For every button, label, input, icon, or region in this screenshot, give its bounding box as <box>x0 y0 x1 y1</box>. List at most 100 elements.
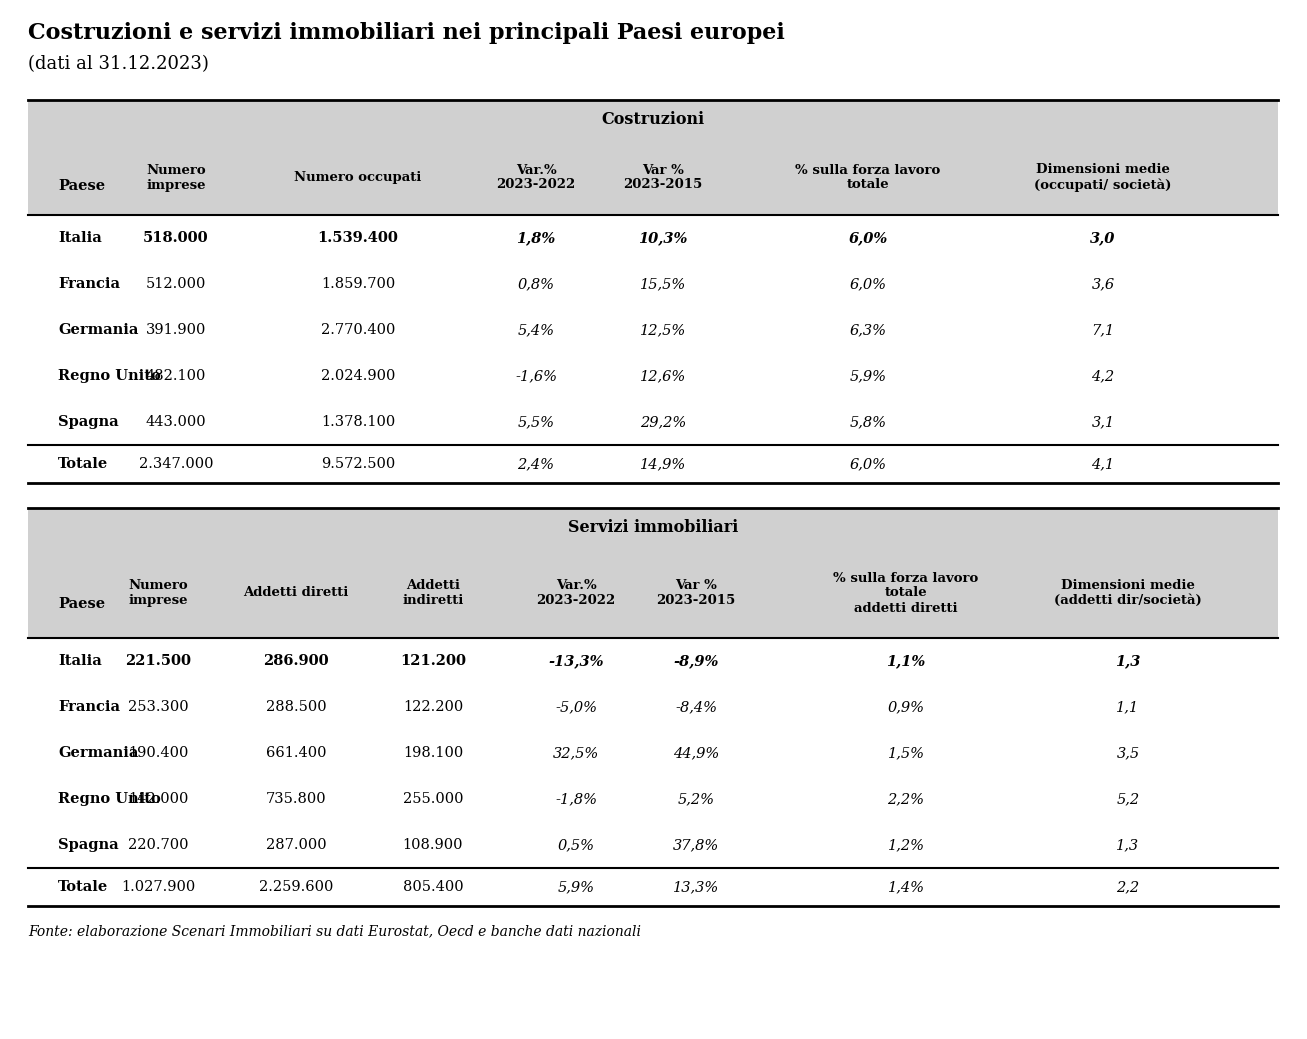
Bar <box>27 100 1278 215</box>
Text: 805.400: 805.400 <box>403 880 463 894</box>
Text: 443.000: 443.000 <box>145 415 207 429</box>
Text: 221.500: 221.500 <box>125 654 191 668</box>
Text: 44,9%: 44,9% <box>673 746 719 760</box>
Text: 2.024.900: 2.024.900 <box>320 369 395 383</box>
Text: 3,5: 3,5 <box>1116 746 1140 760</box>
Text: -1,8%: -1,8% <box>555 792 597 806</box>
Text: Regno Unito: Regno Unito <box>58 792 161 806</box>
Bar <box>27 399 1278 445</box>
Text: Costruzioni: Costruzioni <box>601 111 704 129</box>
Bar <box>27 776 1278 822</box>
Text: 5,9%: 5,9% <box>558 880 595 894</box>
Text: % sulla forza lavoro
totale: % sulla forza lavoro totale <box>796 163 941 191</box>
Text: Numero
imprese: Numero imprese <box>128 579 188 607</box>
Bar <box>27 684 1278 730</box>
Text: 220.700: 220.700 <box>128 838 188 852</box>
Text: Francia: Francia <box>58 277 120 291</box>
Text: 13,3%: 13,3% <box>673 880 719 894</box>
Text: 6,0%: 6,0% <box>848 231 887 245</box>
Text: 12,5%: 12,5% <box>640 323 686 337</box>
Bar <box>27 307 1278 353</box>
Text: Italia: Italia <box>58 231 102 245</box>
Text: 391.900: 391.900 <box>146 323 207 337</box>
Text: 7,1: 7,1 <box>1091 323 1115 337</box>
Text: Germania: Germania <box>58 323 139 337</box>
Text: Paese: Paese <box>58 180 105 193</box>
Text: Var %
2023-2015: Var % 2023-2015 <box>656 579 736 607</box>
Text: 4,2: 4,2 <box>1091 369 1115 383</box>
Text: 5,8%: 5,8% <box>850 415 886 429</box>
Text: 5,4%: 5,4% <box>518 323 554 337</box>
Text: (dati al 31.12.2023): (dati al 31.12.2023) <box>27 55 209 73</box>
Text: Spagna: Spagna <box>58 838 119 852</box>
Text: 2.347.000: 2.347.000 <box>139 457 213 471</box>
Text: 9.572.500: 9.572.500 <box>322 457 395 471</box>
Text: Numero
imprese: Numero imprese <box>146 163 205 191</box>
Text: 255.000: 255.000 <box>403 792 463 806</box>
Text: 1,2%: 1,2% <box>887 838 924 852</box>
Text: 142.000: 142.000 <box>128 792 188 806</box>
Text: Fonte: elaborazione Scenari Immobiliari su dati Eurostat, Oecd e banche dati naz: Fonte: elaborazione Scenari Immobiliari … <box>27 924 640 938</box>
Text: 2.259.600: 2.259.600 <box>259 880 333 894</box>
Text: 735.800: 735.800 <box>265 792 327 806</box>
Text: Totale: Totale <box>58 457 108 471</box>
Text: Numero occupati: Numero occupati <box>294 171 422 184</box>
Bar <box>27 508 1278 638</box>
Text: 5,9%: 5,9% <box>850 369 886 383</box>
Text: 37,8%: 37,8% <box>673 838 719 852</box>
Bar <box>27 822 1278 868</box>
Text: 190.400: 190.400 <box>128 746 188 760</box>
Text: Var %
2023-2015: Var % 2023-2015 <box>623 163 703 191</box>
Text: 10,3%: 10,3% <box>638 231 687 245</box>
Text: 288.500: 288.500 <box>265 700 327 714</box>
Text: 4,1: 4,1 <box>1091 457 1115 471</box>
Text: 1.378.100: 1.378.100 <box>322 415 395 429</box>
Text: Dimensioni medie
(occupati/ società): Dimensioni medie (occupati/ società) <box>1034 163 1171 192</box>
Text: 12,6%: 12,6% <box>640 369 686 383</box>
Text: 1.539.400: 1.539.400 <box>318 231 399 245</box>
Text: Francia: Francia <box>58 700 120 714</box>
Text: 661.400: 661.400 <box>265 746 327 760</box>
Text: 1,5%: 1,5% <box>887 746 924 760</box>
Text: 14,9%: 14,9% <box>640 457 686 471</box>
Bar <box>27 868 1278 906</box>
Text: 512.000: 512.000 <box>146 277 207 291</box>
Text: 2,2%: 2,2% <box>887 792 924 806</box>
Text: 0,9%: 0,9% <box>887 700 924 714</box>
Text: 1.027.900: 1.027.900 <box>120 880 195 894</box>
Text: 198.100: 198.100 <box>403 746 463 760</box>
Text: 2,4%: 2,4% <box>518 457 554 471</box>
Bar <box>27 215 1278 261</box>
Text: Var.%
2023-2022: Var.% 2023-2022 <box>536 579 616 607</box>
Text: 1,1%: 1,1% <box>886 654 925 668</box>
Text: 1,3: 1,3 <box>1116 838 1140 852</box>
Bar <box>27 353 1278 399</box>
Text: Costruzioni e servizi immobiliari nei principali Paesi europei: Costruzioni e servizi immobiliari nei pr… <box>27 22 784 44</box>
Text: -13,3%: -13,3% <box>548 654 604 668</box>
Text: Regno Unito: Regno Unito <box>58 369 161 383</box>
Text: Servizi immobiliari: Servizi immobiliari <box>567 520 738 536</box>
Text: 1,3: 1,3 <box>1115 654 1141 668</box>
Text: 0,5%: 0,5% <box>558 838 595 852</box>
Text: 287.000: 287.000 <box>265 838 327 852</box>
Text: 32,5%: 32,5% <box>553 746 599 760</box>
Text: -5,0%: -5,0% <box>555 700 597 714</box>
Text: 1,8%: 1,8% <box>516 231 555 245</box>
Text: 3,1: 3,1 <box>1091 415 1115 429</box>
Text: Italia: Italia <box>58 654 102 668</box>
Text: -8,4%: -8,4% <box>674 700 718 714</box>
Text: 6,0%: 6,0% <box>850 457 886 471</box>
Text: 29,2%: 29,2% <box>640 415 686 429</box>
Text: Paese: Paese <box>58 596 105 611</box>
Bar <box>27 730 1278 776</box>
Bar <box>27 261 1278 307</box>
Text: 1,4%: 1,4% <box>887 880 924 894</box>
Text: Spagna: Spagna <box>58 415 119 429</box>
Text: Addetti
indiretti: Addetti indiretti <box>403 579 464 607</box>
Text: % sulla forza lavoro
totale
addetti diretti: % sulla forza lavoro totale addetti dire… <box>834 571 979 614</box>
Text: 1.859.700: 1.859.700 <box>322 277 395 291</box>
Text: Germania: Germania <box>58 746 139 760</box>
Text: 3,0: 3,0 <box>1090 231 1116 245</box>
Bar <box>27 638 1278 684</box>
Text: 482.100: 482.100 <box>146 369 207 383</box>
